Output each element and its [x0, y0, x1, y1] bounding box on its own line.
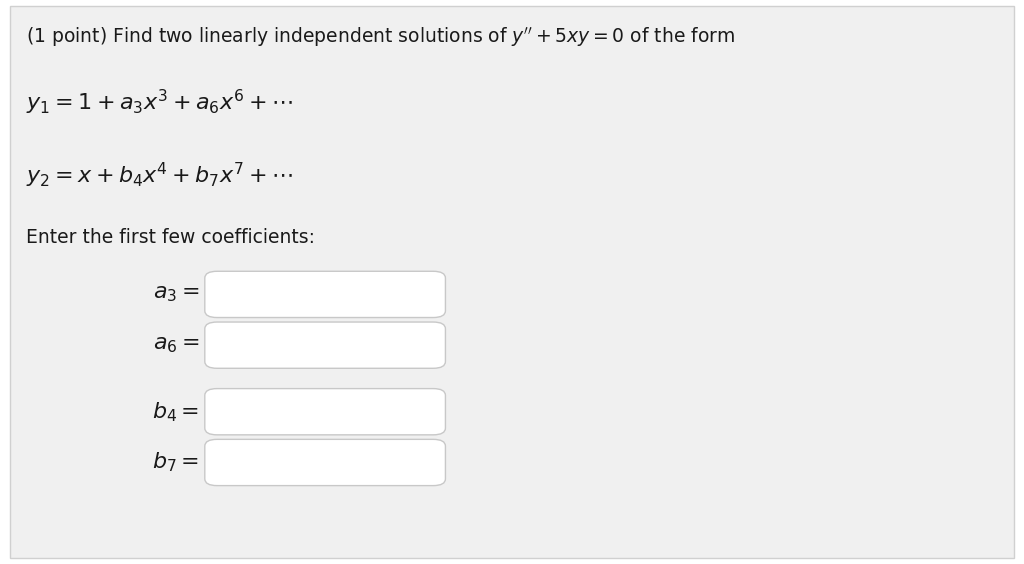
FancyBboxPatch shape [10, 6, 1014, 558]
Text: $y_1 = 1 + a_3x^3 + a_6x^6 + \cdots$: $y_1 = 1 + a_3x^3 + a_6x^6 + \cdots$ [26, 87, 293, 117]
Text: $a_6 =$: $a_6 =$ [153, 335, 200, 355]
Text: $b_4 =$: $b_4 =$ [153, 400, 200, 424]
Text: $a_3 =$: $a_3 =$ [153, 284, 200, 305]
Text: $y_2 = x + b_4x^4 + b_7x^7 + \cdots$: $y_2 = x + b_4x^4 + b_7x^7 + \cdots$ [26, 161, 293, 190]
Text: Enter the first few coefficients:: Enter the first few coefficients: [26, 228, 314, 248]
FancyBboxPatch shape [205, 439, 445, 486]
FancyBboxPatch shape [205, 271, 445, 318]
Text: $b_7 =$: $b_7 =$ [153, 451, 200, 474]
Text: (1 point) Find two linearly independent solutions of $y'' + 5xy = 0$ of the form: (1 point) Find two linearly independent … [26, 25, 734, 50]
FancyBboxPatch shape [205, 389, 445, 435]
FancyBboxPatch shape [205, 322, 445, 368]
